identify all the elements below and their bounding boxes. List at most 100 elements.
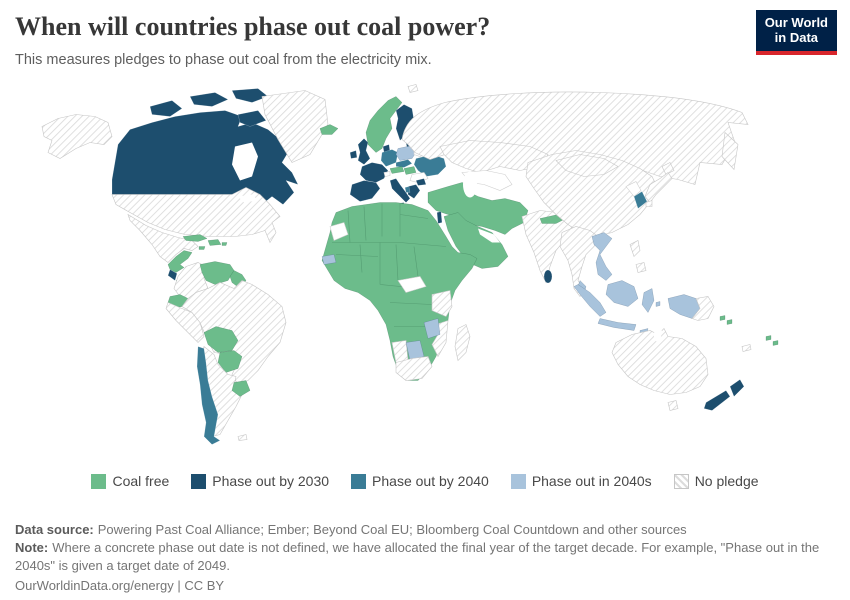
map-region-canada-arctic-4[interactable]	[237, 110, 267, 127]
map-region-greenland[interactable]	[261, 90, 329, 163]
map-region-peru[interactable]	[165, 302, 205, 343]
map-region-puerto-rico[interactable]	[221, 242, 228, 246]
map-region-albania[interactable]	[404, 186, 411, 193]
legend-item-coal-free[interactable]: Coal free	[91, 473, 169, 489]
map-region-north-korea[interactable]	[625, 181, 642, 197]
map-region-canada-arctic-3[interactable]	[231, 88, 269, 103]
map-region-sri-lanka[interactable]	[543, 269, 553, 284]
map-region-iceland[interactable]	[319, 124, 339, 135]
legend-label-no-pledge: No pledge	[694, 473, 759, 489]
legend-item-phase-out-2030[interactable]: Phase out by 2030	[191, 473, 329, 489]
note-label: Note:	[15, 540, 49, 555]
citation-line[interactable]: OurWorldinData.org/energy | CC BY	[15, 577, 835, 595]
map-region-borneo[interactable]	[605, 280, 639, 307]
map-region-chile[interactable]	[196, 346, 221, 445]
map-region-kamchatka[interactable]	[721, 131, 739, 171]
map-region-canada-arctic-1[interactable]	[149, 100, 183, 117]
legend-item-no-pledge[interactable]: No pledge	[673, 473, 759, 489]
map-region-central-african-republic[interactable]	[397, 276, 427, 293]
map-region-new-zealand-north[interactable]	[729, 379, 745, 397]
map-region-paraguay[interactable]	[217, 350, 243, 373]
map-region-norway-sweden[interactable]	[365, 96, 403, 153]
map-region-japan-kyushu[interactable]	[645, 200, 653, 207]
map-region-new-zealand-south[interactable]	[703, 390, 731, 411]
map-region-cuba[interactable]	[182, 234, 208, 242]
map-region-venezuela[interactable]	[199, 261, 235, 285]
map-region-switzerland[interactable]	[383, 171, 391, 177]
map-region-mainland-southeast-asia[interactable]	[559, 226, 599, 298]
map-region-bolivia[interactable]	[203, 326, 239, 353]
map-region-china[interactable]	[525, 150, 659, 237]
map-region-japan-hokkaido[interactable]	[661, 162, 675, 175]
legend-label-phase-out-2030: Phase out by 2030	[212, 473, 330, 489]
legend-item-phase-out-2040[interactable]: Phase out by 2040	[351, 473, 489, 489]
map-region-sumatra[interactable]	[573, 284, 607, 317]
map-region-greece[interactable]	[407, 184, 421, 199]
caspian-sea	[463, 171, 477, 198]
map-region-united-kingdom[interactable]	[357, 138, 371, 165]
map-region-papua-new-guinea[interactable]	[691, 296, 715, 321]
map-region-new-caledonia[interactable]	[741, 344, 752, 352]
map-region-austria[interactable]	[389, 166, 405, 174]
map-region-tanzania[interactable]	[431, 290, 453, 317]
note-line: Note: Where a concrete phase out date is …	[15, 539, 835, 576]
gulf-of-carpentaria	[654, 330, 662, 343]
legend-label-phase-out-2040s: Phase out in 2040s	[531, 473, 652, 489]
hudson-bay	[232, 142, 258, 181]
map-region-mexico[interactable]	[127, 213, 199, 263]
map-region-solomon-islands[interactable]	[719, 315, 733, 325]
legend-label-coal-free: Coal free	[112, 473, 170, 489]
map-region-japan-honshu[interactable]	[644, 172, 673, 203]
map-region-philippines-luzon[interactable]	[629, 240, 641, 258]
legend-swatch-no-pledge	[673, 473, 689, 489]
map-region-france[interactable]	[359, 162, 389, 183]
map-region-costa-rica[interactable]	[167, 269, 178, 281]
map-region-south-korea[interactable]	[633, 191, 648, 209]
map-region-uruguay[interactable]	[231, 380, 251, 397]
map-legend: Coal free Phase out by 2030 Phase out by…	[0, 473, 850, 489]
map-region-falkland-islands[interactable]	[237, 434, 248, 441]
map-region-south-africa[interactable]	[395, 356, 433, 381]
map-region-hispaniola[interactable]	[207, 239, 222, 246]
map-region-maluku[interactable]	[655, 301, 661, 307]
legend-item-phase-out-2040s[interactable]: Phase out in 2040s	[510, 473, 652, 489]
map-region-java[interactable]	[597, 318, 637, 331]
map-region-central-america[interactable]	[167, 250, 193, 273]
map-region-united-states[interactable]	[111, 187, 281, 244]
map-region-botswana[interactable]	[405, 340, 425, 361]
map-region-western-sahara[interactable]	[329, 222, 349, 241]
map-region-senegal[interactable]	[321, 254, 337, 265]
map-region-svalbard[interactable]	[407, 84, 419, 93]
map-region-zambia[interactable]	[423, 318, 441, 339]
map-region-sulawesi[interactable]	[641, 288, 655, 313]
map-region-fiji[interactable]	[765, 335, 779, 346]
map-region-ireland[interactable]	[349, 150, 358, 159]
map-region-canada-arctic-2[interactable]	[189, 92, 229, 107]
map-region-kazakhstan[interactable]	[439, 140, 549, 173]
owid-logo-line1: Our World	[764, 15, 828, 30]
legend-swatch-coal-free	[91, 473, 107, 489]
map-region-italy[interactable]	[389, 178, 411, 203]
map-region-iberia[interactable]	[349, 180, 381, 202]
map-region-jamaica[interactable]	[198, 246, 206, 250]
owid-logo-line2: in Data	[774, 29, 819, 45]
map-region-vietnam[interactable]	[591, 232, 613, 281]
note-text: Where a concrete phase out date is not d…	[15, 540, 820, 574]
map-region-czechia-slovakia[interactable]	[395, 159, 413, 168]
data-source-text: Powering Past Coal Alliance; Ember; Beyo…	[97, 522, 687, 537]
owid-logo[interactable]: Our World in Data	[755, 10, 837, 55]
map-region-tasmania[interactable]	[667, 400, 679, 411]
map-region-israel[interactable]	[436, 211, 443, 224]
map-region-bulgaria[interactable]	[415, 178, 427, 186]
map-region-hungary[interactable]	[403, 166, 417, 175]
map-region-germany[interactable]	[380, 149, 399, 167]
data-source-line: Data source: Powering Past Coal Alliance;…	[15, 521, 835, 539]
world-map-svg	[41, 84, 779, 445]
map-region-alaska[interactable]	[41, 114, 113, 159]
map-region-philippines-mindanao[interactable]	[635, 262, 647, 273]
map-region-mongolia[interactable]	[555, 154, 619, 177]
legend-swatch-phase-out-2040	[351, 473, 367, 489]
map-region-arabian-peninsula[interactable]	[443, 212, 509, 269]
map-region-madagascar[interactable]	[454, 324, 471, 362]
